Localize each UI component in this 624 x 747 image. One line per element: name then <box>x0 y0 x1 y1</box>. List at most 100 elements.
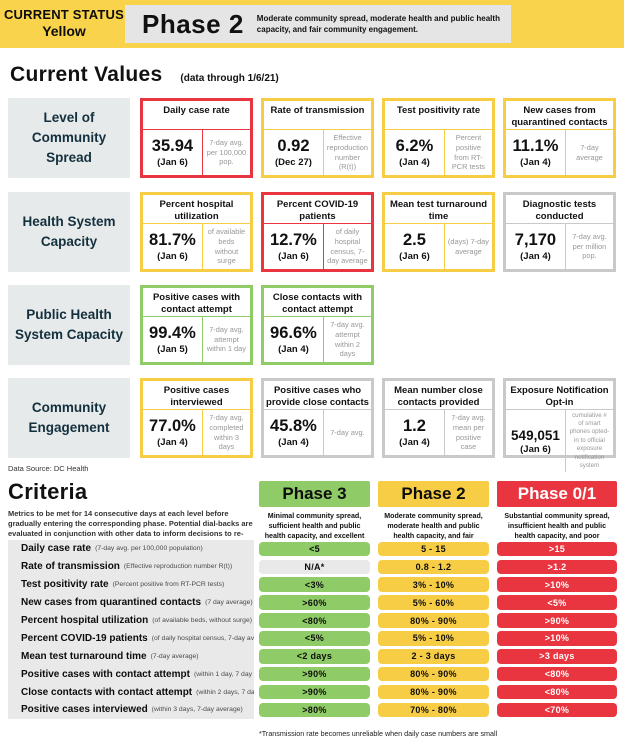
criteria-pill: >10% <box>497 631 617 646</box>
metric-value: 7,170 <box>514 231 557 249</box>
metric-card-title: Mean number close contacts provided <box>385 381 492 410</box>
metric-card-positive-cases-with-contact-attempt: Positive cases with contact attempt 99.4… <box>140 285 253 365</box>
criteria-metric-note: (within 3 days, 7-day average) <box>151 706 243 714</box>
metric-value-cell: 81.7% (Jan 6) <box>143 224 203 269</box>
criteria-row-label: Percent COVID-19 patients (of daily hosp… <box>8 629 254 647</box>
metric-card-body: 6.2% (Jan 4) Percent positive from RT-PC… <box>385 130 492 175</box>
metric-date: (Jan 4) <box>520 251 551 262</box>
criteria-pill: <80% <box>259 613 370 628</box>
metric-value: 45.8% <box>270 417 317 435</box>
metric-row-community-engagement: Community Engagement Positive cases inte… <box>8 378 616 473</box>
criteria-pill: <80% <box>497 666 617 682</box>
metric-card-body: 81.7% (Jan 6) of available beds without … <box>143 224 250 269</box>
metric-card-body: 77.0% (Jan 4) 7-day avg. completed withi… <box>143 410 250 455</box>
metric-row-public-health-system-capacity: Public Health System Capacity Positive c… <box>8 285 616 365</box>
criteria-pill: 80% - 90% <box>378 666 489 682</box>
criteria-metric-note: (within 2 days, 7 day avg.) <box>196 688 254 696</box>
metric-description: 7-day avg. per million pop. <box>572 231 607 261</box>
metric-card-body: 35.94 (Jan 6) 7-day avg. per 100,000 pop… <box>143 130 250 175</box>
metric-date: (Jan 6) <box>157 157 188 168</box>
metric-description: 7-day avg. per 100,000 pop. <box>206 137 247 167</box>
metric-card-title: Mean test turnaround time <box>385 195 492 224</box>
criteria-pill: 0.8 - 1.2 <box>378 559 489 575</box>
metric-date: (Jan 5) <box>157 344 188 355</box>
metric-card-new-cases-from-quarantined-contacts: New cases from quarantined contacts 11.1… <box>503 98 616 178</box>
metric-value-cell: 6.2% (Jan 4) <box>385 130 445 175</box>
metric-value: 96.6% <box>270 324 317 342</box>
criteria-metric-name: Rate of transmission <box>21 561 120 573</box>
metric-description: of daily hospital census, 7-day average <box>327 226 368 266</box>
criteria-metric-name: Positive cases interviewed <box>21 704 148 716</box>
metric-description: Effective reproduction number (R(t)) <box>326 132 368 172</box>
metric-value: 1.2 <box>402 417 426 435</box>
metric-date: (Jan 4) <box>399 157 430 168</box>
criteria-pill: 5% - 10% <box>378 631 489 646</box>
metric-card-title: Close contacts with contact attempt <box>264 288 371 317</box>
metric-value-cell: 12.7% (Jan 6) <box>264 224 324 269</box>
criteria-pill: >90% <box>497 613 617 628</box>
metric-value-cell: 1.2 (Jan 4) <box>385 410 445 455</box>
phase-3-criteria-column: <5 N/A* <3% >60% <80% <5% <2 days >90% >… <box>259 540 370 719</box>
criteria-metric-note: (within 1 day, 7 day avg.) <box>193 670 254 678</box>
metric-value: 35.94 <box>151 137 194 155</box>
transmission-rate-footnote: *Transmission rate becomes unreliable wh… <box>259 729 498 738</box>
metric-card-close-contacts-with-contact-attempt: Close contacts with contact attempt 96.6… <box>261 285 374 365</box>
criteria-row-label: New cases from quarantined contacts (7 d… <box>8 594 254 612</box>
criteria-pill: >90% <box>259 666 370 682</box>
metric-card-percent-covid19-patients: Percent COVID-19 patients 12.7% (Jan 6) … <box>261 192 374 272</box>
metric-value: 549,051 <box>511 427 560 443</box>
metric-card-body: 11.1% (Jan 4) 7-day average <box>506 130 613 175</box>
card-group: Positive cases with contact attempt 99.4… <box>140 285 374 365</box>
metric-card-daily-case-rate: Daily case rate 35.94 (Jan 6) 7-day avg.… <box>140 98 253 178</box>
category-label-health-system: Health System Capacity <box>8 192 130 272</box>
metric-card-title: Daily case rate <box>143 101 250 130</box>
metric-value-cell: 35.94 (Jan 6) <box>143 130 203 175</box>
metric-card-title: Positive cases interviewed <box>143 381 250 410</box>
metric-value: 11.1% <box>512 137 559 155</box>
card-group: Daily case rate 35.94 (Jan 6) 7-day avg.… <box>140 98 616 178</box>
criteria-row-label: Daily case rate (7-day avg. per 100,000 … <box>8 540 254 558</box>
metric-value-cell: 99.4% (Jan 5) <box>143 317 203 362</box>
metric-value-cell: 45.8% (Jan 4) <box>264 410 324 455</box>
criteria-pill: >10% <box>497 577 617 593</box>
metric-date: (Dec 27) <box>274 157 312 168</box>
criteria-pill: N/A* <box>259 559 370 575</box>
criteria-metric-labels: Daily case rate (7-day avg. per 100,000 … <box>8 540 254 719</box>
criteria-row-label: Positive cases with contact attempt (wit… <box>8 665 254 683</box>
metric-card-percent-hospital-utilization: Percent hospital utilization 81.7% (Jan … <box>140 192 253 272</box>
metric-card-title: Test positivity rate <box>385 101 492 130</box>
category-label-community-engagement: Community Engagement <box>8 378 130 458</box>
phase-3-header: Phase 3 <box>259 481 370 507</box>
metric-row-level-of-community-spread: Level of Community Spread Daily case rat… <box>8 98 616 178</box>
criteria-metric-note: (of daily hospital census, 7-day average… <box>151 634 254 642</box>
criteria-metric-name: Daily case rate <box>21 543 92 555</box>
metric-description: 7-day avg. attempt within 1 day <box>206 324 246 354</box>
criteria-pill: >90% <box>259 684 370 700</box>
metric-value-cell: 11.1% (Jan 4) <box>506 130 566 175</box>
criteria-row-label: Percent hospital utilization (of availab… <box>8 612 254 630</box>
metric-description: Percent positive from RT-PCR tests <box>451 132 486 172</box>
metric-date: (Jan 4) <box>399 437 430 448</box>
criteria-metric-note: (7-day avg. per 100,000 population) <box>95 545 203 553</box>
phase-banner-title: Phase 2 <box>142 8 244 39</box>
criteria-metric-name: Percent COVID-19 patients <box>21 632 148 644</box>
metric-value-cell: 549,051 (Jan 6) <box>506 409 566 473</box>
metric-description: 7-day avg. mean per positive case <box>451 412 486 452</box>
criteria-row-label: Test positivity rate (Percent positive f… <box>8 576 254 594</box>
criteria-metric-name: Close contacts with contact attempt <box>21 686 193 698</box>
criteria-pill: <2 days <box>259 648 370 664</box>
criteria-pill: 3% - 10% <box>378 577 489 593</box>
criteria-metric-name: New cases from quarantined contacts <box>21 597 202 609</box>
metric-date: (Jan 6) <box>520 443 551 455</box>
metric-date: (Jan 4) <box>157 437 188 448</box>
metric-date: (Jan 4) <box>278 437 309 448</box>
metric-card-title: Positive cases who provide close contact… <box>264 381 371 410</box>
criteria-row-label: Positive cases interviewed (within 3 day… <box>8 701 254 719</box>
metric-card-mean-number-close-contacts-provided: Mean number close contacts provided 1.2 … <box>382 378 495 458</box>
criteria-pill: >15 <box>497 541 617 557</box>
metric-card-rate-of-transmission: Rate of transmission 0.92 (Dec 27) Effec… <box>261 98 374 178</box>
criteria-pill: 80% - 90% <box>378 684 489 700</box>
metric-date: (Jan 4) <box>278 344 309 355</box>
metric-card-title: Exposure Notification Opt-in <box>506 381 613 410</box>
